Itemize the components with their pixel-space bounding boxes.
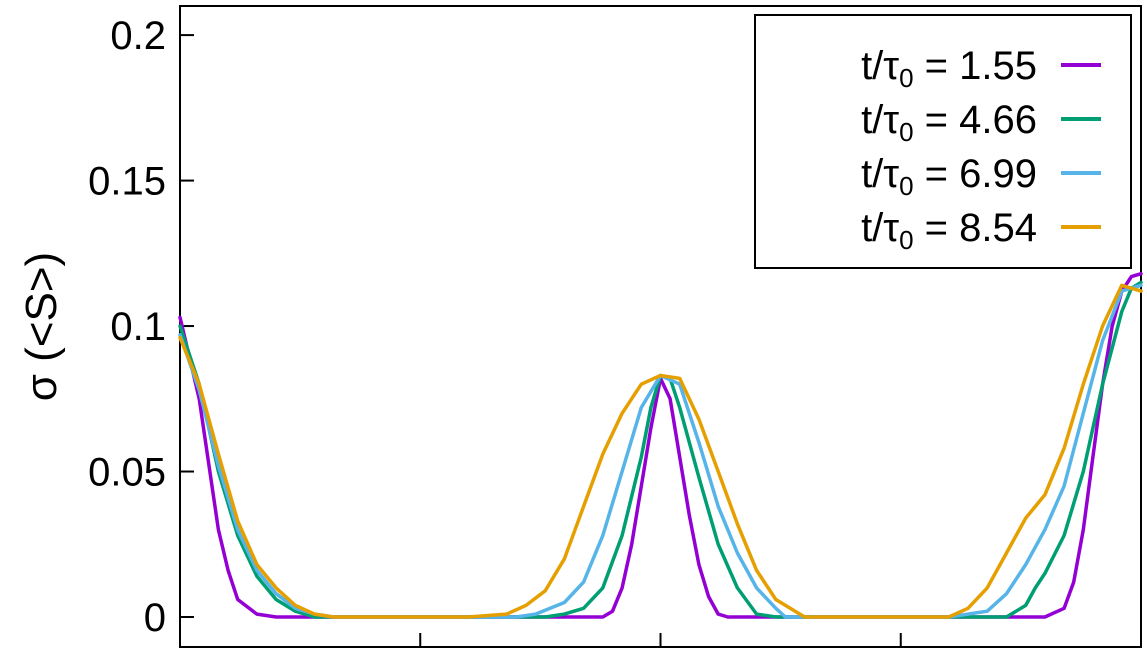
y-tick-label: 0.15 (88, 160, 166, 204)
legend-label-3: t/τ0 = 6.99 (861, 152, 1037, 201)
legend: t/τ0 = 1.55 t/τ0 = 4.66 t/τ0 = 6.99 t/τ0 = … (754, 14, 1132, 269)
y-tick-label: 0.2 (110, 14, 166, 58)
y-axis-label: σ (<S>) (17, 252, 66, 401)
y-tick-label: 0.1 (110, 305, 166, 349)
y-axis: 0 0.05 0.1 0.15 0.2 (88, 14, 194, 640)
legend-label-1: t/τ0 = 1.55 (861, 44, 1037, 93)
x-axis (419, 633, 902, 647)
legend-label-2: t/τ0 = 4.66 (861, 98, 1037, 147)
series-line-4 (178, 283, 1143, 619)
series-line-1 (178, 271, 1143, 619)
y-tick-label: 0.05 (88, 451, 166, 495)
series-layer (178, 271, 1143, 619)
y-tick-label: 0 (144, 596, 166, 640)
series-line-2 (178, 280, 1143, 619)
legend-label-4: t/τ0 = 8.54 (861, 206, 1037, 255)
